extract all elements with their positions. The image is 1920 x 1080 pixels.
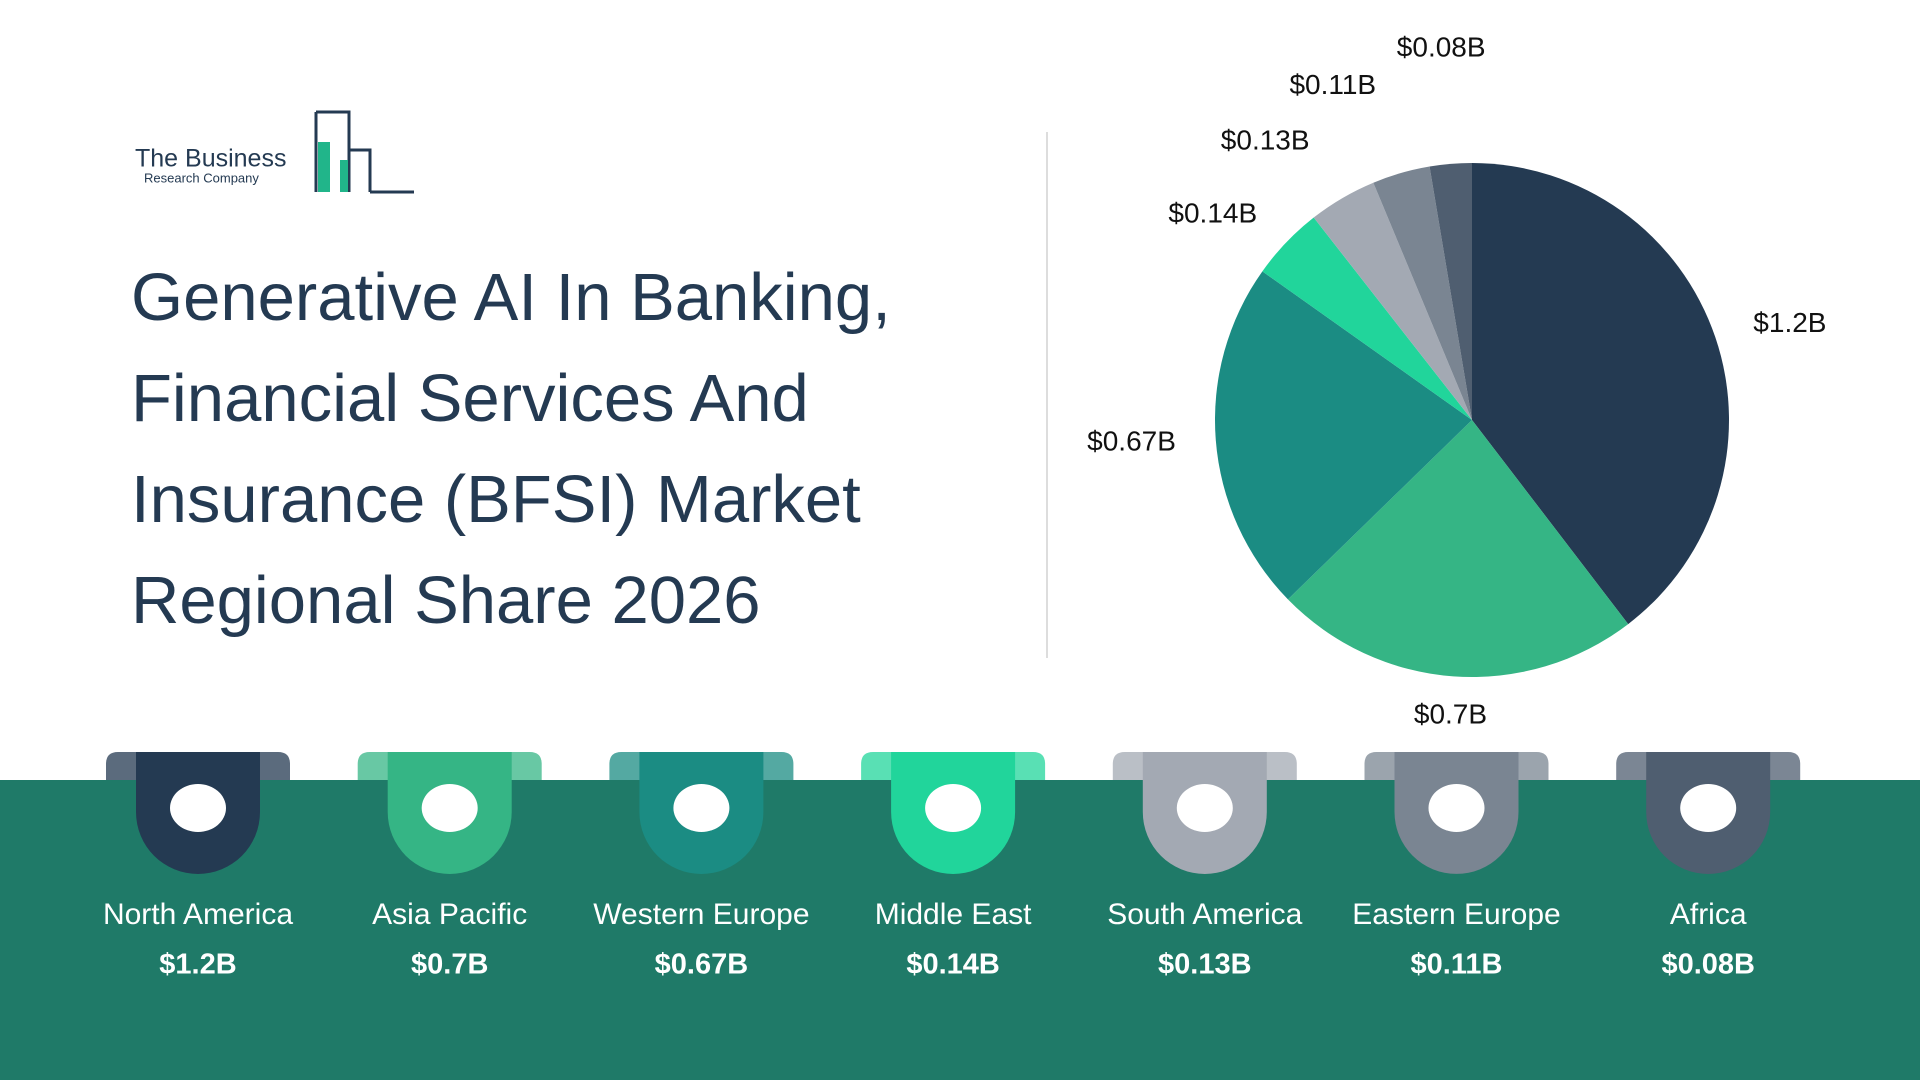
pie-slice [1287,420,1629,678]
slice-label: $0.14B [1168,197,1257,228]
slice-label: $0.13B [1221,124,1310,155]
logo-icon [314,110,414,194]
chart-title: Generative AI In Banking, Financial Servi… [131,260,891,638]
region-card: Africa $0.08B [1616,752,1801,981]
region-value: $0.14B [906,949,1000,981]
logo: The Business Research Company [135,110,414,194]
logo-subtext: Research Company [144,170,259,185]
pie-slice [1313,182,1472,420]
region-name: South America [1107,898,1302,931]
logo-bar [318,142,330,192]
region-value: $0.11B [1411,949,1503,981]
region-icon [1176,784,1233,832]
region-value: $0.67B [655,949,749,981]
pie-slice [1214,271,1472,600]
region-icon [1428,784,1485,832]
region-name: Middle East [875,898,1032,931]
slice-label: $0.11B [1289,69,1376,100]
region-name: Western Europe [593,898,809,931]
region-name: Asia Pacific [372,898,527,931]
region-name: Eastern Europe [1352,898,1560,931]
slice-label: $0.67B [1087,425,1176,456]
region-value: $0.13B [1158,949,1252,981]
region-value: $1.2B [159,949,236,981]
pie-slice [1429,163,1472,420]
region-icon [421,784,478,832]
region-icon [1680,784,1737,832]
region-icon [170,784,226,832]
slice-label: $0.7B [1414,699,1487,730]
region-card: Western Europe $0.67B [593,752,810,981]
pie: $1.2B $0.7B $0.67B $0.14B $0.13B $0.11B $0.08B [1087,32,1826,730]
region-icon [673,784,730,832]
region-name: North America [103,898,293,931]
region-icon [925,784,982,832]
pie-slice [1262,217,1472,420]
logo-bar [340,160,348,192]
region-value: $0.7B [411,949,488,981]
region-card: Middle East $0.14B [861,752,1046,981]
region-cards: North America $1.2B Asia Pacific $0.7B Weste… [103,752,1801,981]
region-name: Africa [1670,898,1747,931]
region-card: Eastern Europe $0.11B [1352,752,1561,981]
logo-text: The Business [135,145,286,173]
region-card: South America $0.13B [1107,752,1303,981]
pie-slice [1472,163,1729,625]
slice-label: $1.2B [1753,307,1826,338]
region-value: $0.08B [1661,949,1755,981]
region-card: North America $1.2B [103,752,293,981]
slice-label: $0.08B [1397,32,1486,63]
region-card: Asia Pacific $0.7B [357,752,542,981]
pie-slice [1373,166,1472,420]
